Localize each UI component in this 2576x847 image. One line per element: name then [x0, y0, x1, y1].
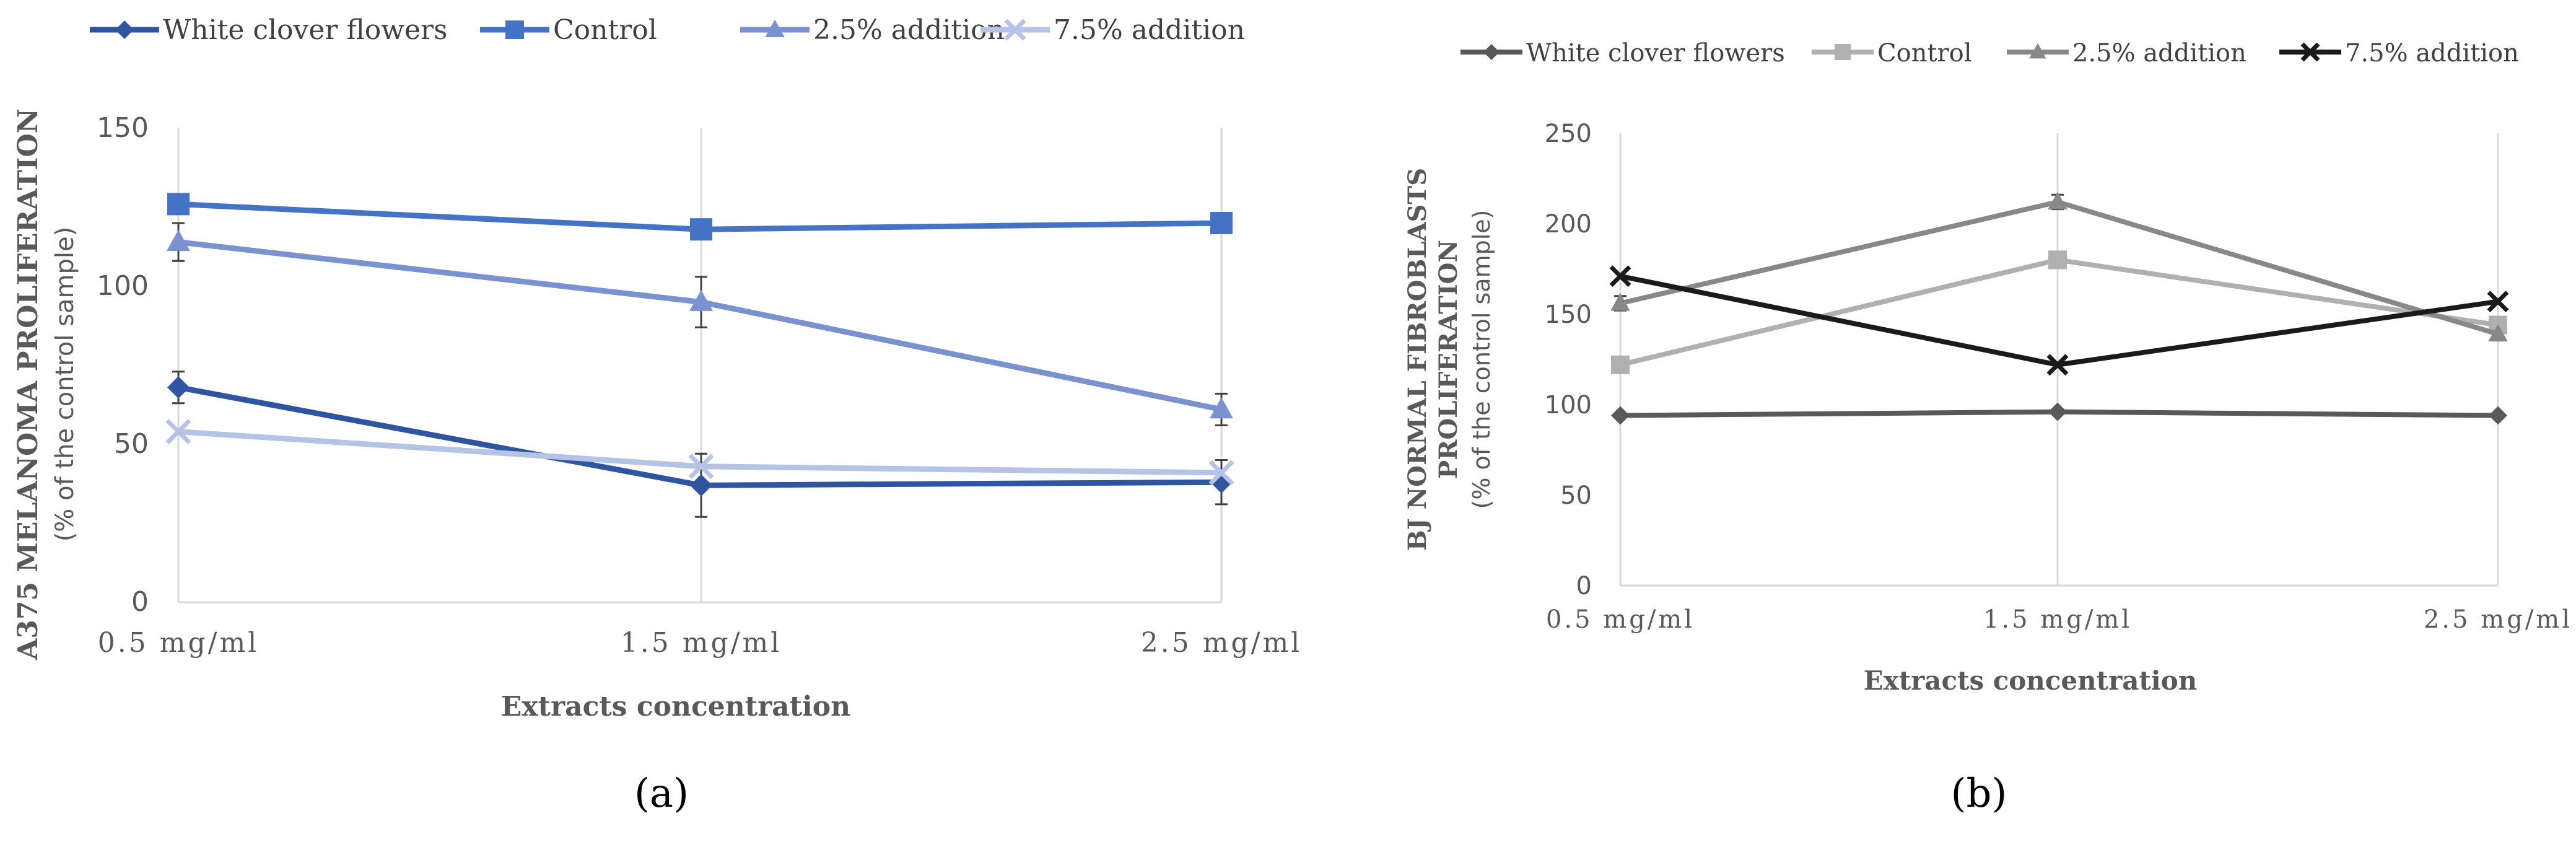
series-line	[178, 239, 1222, 413]
data-point	[167, 376, 190, 399]
legend-label: Control	[553, 14, 657, 46]
data-point	[1210, 397, 1233, 419]
data-point	[1610, 292, 1630, 311]
data-point	[2487, 291, 2509, 313]
y-tick-label: 50	[114, 428, 149, 460]
y-tick-label: 200	[1545, 210, 1592, 239]
panel-label-b: (b)	[1951, 771, 2007, 817]
legend-marker	[1835, 44, 1851, 60]
series-2-5-addition	[167, 222, 1233, 426]
y-tick-label: 100	[1545, 391, 1592, 419]
series-line	[1620, 273, 2499, 367]
legend-label: 2.5% addition	[813, 14, 1005, 46]
legend-b: White clover flowers Control 2.5% addition…	[1460, 39, 2519, 68]
y-tick-label: 250	[1545, 120, 1592, 148]
legend-label: White clover flowers	[1526, 39, 1785, 68]
data-point	[1609, 265, 1631, 287]
data-point	[2046, 354, 2069, 376]
legend-item: 7.5% addition	[2279, 39, 2519, 68]
data-point	[688, 454, 714, 480]
data-point	[690, 218, 712, 241]
x-tick-label: 0.5 mg/ml	[1546, 605, 1695, 634]
x-tick-label: 0.5 mg/ml	[98, 627, 259, 659]
series-white-clover-flowers	[167, 371, 1233, 518]
series-b	[1609, 191, 2509, 425]
data-point	[2489, 406, 2507, 425]
panel-label-a: (a)	[634, 771, 689, 817]
x-tick-label: 2.5 mg/ml	[2424, 605, 2572, 634]
y-axis-sublabel-b: (% of the control sample)	[1468, 210, 1495, 509]
legend-a: White clover flowers Control 2.5% addition…	[90, 14, 1245, 46]
panel-a: White clover flowers Control 2.5% addition…	[12, 14, 1302, 817]
x-tick-labels-a: 0.5 mg/ml 1.5 mg/ml 2.5 mg/ml	[98, 627, 1302, 659]
data-point	[1611, 355, 1630, 374]
legend-item: Control	[1812, 39, 1972, 68]
series-7-5-addition	[165, 419, 1234, 486]
legend-item: White clover flowers	[90, 14, 448, 46]
y-axis-label-a: A375 MELANOMA PROLIFERATION	[12, 108, 44, 660]
y-axis-sublabel-a: (% of the control sample)	[51, 227, 79, 542]
x-tick-label: 1.5 mg/ml	[621, 627, 782, 659]
y-tick-label: 0	[1576, 572, 1592, 600]
legend-marker	[1004, 19, 1026, 41]
series-2-5-addition	[1610, 191, 2508, 342]
x-tick-labels-b: 0.5 mg/ml 1.5 mg/ml 2.5 mg/ml	[1546, 605, 2572, 634]
series-control	[167, 193, 1233, 241]
legend-marker	[1483, 44, 1500, 60]
y-tick-label: 0	[131, 586, 149, 618]
y-tick-labels-b: 0 50 100 150 200 250	[1545, 120, 1592, 600]
y-tick-label: 150	[97, 112, 149, 144]
data-point	[165, 419, 191, 445]
legend-item: 7.5% addition	[980, 14, 1245, 46]
y-tick-labels-a: 0 50 100 150	[97, 112, 149, 618]
y-tick-label: 50	[1560, 481, 1592, 510]
series-white-clover-flowers	[1611, 402, 2507, 425]
x-tick-label: 2.5 mg/ml	[1141, 627, 1302, 659]
legend-marker	[765, 19, 785, 37]
data-point	[2048, 250, 2067, 270]
legend-label: Control	[1877, 39, 1972, 68]
x-axis-label-b: Extracts concentration	[1864, 665, 2198, 696]
series-line	[1620, 257, 2499, 367]
x-tick-label: 1.5 mg/ml	[1983, 605, 2132, 634]
data-point	[1208, 460, 1234, 486]
data-point	[2488, 323, 2508, 342]
legend-marker	[2029, 43, 2046, 59]
legend-item: 2.5% addition	[2007, 39, 2246, 68]
legend-item: White clover flowers	[1460, 39, 1785, 68]
data-point	[1611, 406, 1630, 425]
y-tick-label: 100	[97, 270, 149, 302]
y-axis-label-b-line1: BJ NORMAL FIBROBLASTS	[1403, 168, 1432, 551]
legend-marker	[505, 20, 524, 39]
legend-marker	[2300, 42, 2320, 62]
panel-b: White clover flowers Control 2.5% addition…	[1403, 39, 2572, 817]
series-a	[165, 193, 1234, 518]
data-point	[2048, 402, 2067, 421]
x-axis-label-a: Extracts concentration	[501, 691, 850, 722]
legend-label: 7.5% addition	[1054, 14, 1245, 46]
legend-item: Control	[480, 14, 657, 46]
data-point	[2048, 191, 2067, 209]
data-point	[690, 474, 712, 497]
y-axis-label-b-line2: PROLIFERATION	[1434, 240, 1463, 479]
legend-label: White clover flowers	[163, 14, 448, 46]
data-point	[167, 193, 190, 216]
legend-label: 2.5% addition	[2072, 39, 2246, 68]
series-7-5-addition	[1609, 265, 2509, 376]
data-point	[689, 289, 713, 311]
gridlines-a	[177, 128, 1223, 603]
legend-marker	[115, 20, 134, 39]
legend-item: 2.5% addition	[740, 14, 1005, 46]
series-control	[1611, 250, 2507, 374]
data-point	[167, 229, 190, 251]
y-tick-label: 150	[1545, 301, 1592, 329]
legend-label: 7.5% addition	[2345, 39, 2519, 68]
data-point	[1210, 212, 1233, 234]
